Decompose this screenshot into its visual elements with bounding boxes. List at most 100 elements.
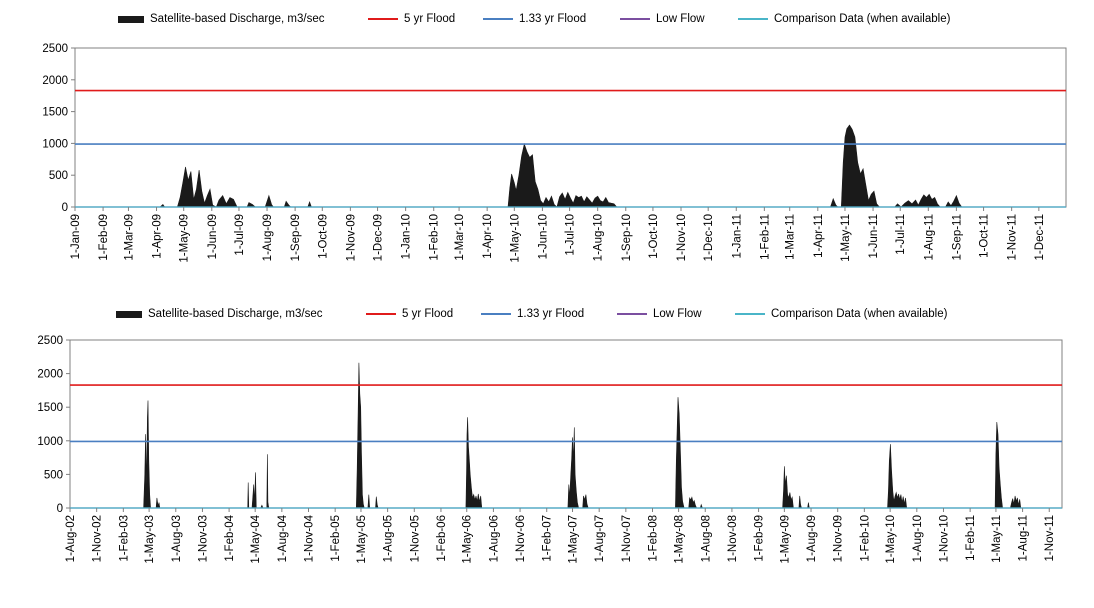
y-tick-label: 2500 <box>42 43 68 55</box>
discharge-chart-2002-2011: 0 500 1000 1500 2000 2500 1-Aug-02 1-Nov-02 1-Fe… <box>37 335 1063 564</box>
plot-area <box>74 47 1067 208</box>
x-tick-label: 1-Dec-09 <box>373 214 385 261</box>
x-tick-label: 1-Oct-10 <box>648 214 660 259</box>
x-tick-label: 1-Feb-08 <box>648 515 660 562</box>
legend-item-comparison: Comparison Data (when available) <box>738 9 950 29</box>
y-tick-label: 1000 <box>37 436 63 448</box>
legend-label-comparison: Comparison Data (when available) <box>771 308 948 320</box>
x-tick-label: 1-Nov-04 <box>304 514 316 562</box>
x-tick-label: 1-Aug-05 <box>383 515 395 562</box>
x-tick-label: 1-Jul-11 <box>895 214 907 255</box>
legend-label-133yr-flood: 1.33 yr Flood <box>517 308 585 320</box>
x-tick-label: 1-Aug-09 <box>262 214 274 261</box>
legend-swatch-discharge <box>118 15 144 23</box>
x-tick-label: 1-Sep-09 <box>290 214 302 261</box>
x-tick-label: 1-Oct-11 <box>979 214 991 258</box>
x-tick-label: 1-Nov-11 <box>1007 214 1019 260</box>
x-tick-label: 1-Mar-09 <box>123 214 135 261</box>
y-tick-label: 2000 <box>37 369 63 381</box>
legend-swatch-comparison <box>735 313 765 315</box>
x-tick-label: 1-Aug-03 <box>171 515 183 562</box>
x-tick-label: 1-Jul-09 <box>234 214 246 256</box>
legend-item-low-flow: Low Flow <box>617 304 702 324</box>
y-tick-label: 0 <box>62 202 68 214</box>
x-tick-label: 1-May-08 <box>674 515 686 564</box>
x-tick-label: 1-Sep-11 <box>951 214 963 260</box>
y-tick-label: 1000 <box>42 138 68 150</box>
x-tick-label: 1-Aug-09 <box>806 515 818 562</box>
legend-swatch-5yr-flood <box>366 313 396 315</box>
x-tick-label: 1-Oct-09 <box>317 214 329 259</box>
x-tick-label: 1-May-09 <box>179 214 191 263</box>
x-tick-label: 1-Apr-11 <box>813 214 825 258</box>
x-tick-label: 1-May-10 <box>885 515 897 564</box>
x-tick-label: 1-Feb-05 <box>330 515 342 562</box>
legend-label-133yr-flood: 1.33 yr Flood <box>519 13 587 25</box>
x-tick-label: 1-Feb-06 <box>436 515 448 562</box>
legend-label-discharge: Satellite-based Discharge, m3/sec <box>150 13 325 25</box>
legend-label-discharge: Satellite-based Discharge, m3/sec <box>148 308 323 320</box>
x-tick-label: 1-Aug-11 <box>1018 515 1030 561</box>
legend-item-133yr-flood: 1.33 yr Flood <box>481 304 584 324</box>
x-tick-label: 1-Feb-11 <box>759 214 771 260</box>
x-tick-label: 1-Nov-07 <box>621 515 633 562</box>
x-tick-label: 1-Aug-08 <box>700 515 712 562</box>
x-tick-label: 1-May-10 <box>509 214 521 263</box>
x-tick-label: 1-Nov-06 <box>515 515 527 562</box>
legend-label-5yr-flood: 5 yr Flood <box>404 13 456 25</box>
x-tick-label: 1-Nov-03 <box>197 515 209 562</box>
x-tick-label: 1-May-05 <box>356 515 368 564</box>
legend-swatch-133yr-flood <box>481 313 511 315</box>
x-tick-label: 1-Nov-09 <box>833 515 845 562</box>
x-tick-label: 1-Feb-09 <box>98 214 110 261</box>
x-tick-label: 1-May-06 <box>462 515 474 564</box>
x-tick-label: 1-Jun-10 <box>537 214 549 259</box>
x-tick-label: 1-Feb-10 <box>429 214 441 261</box>
x-tick-label: 1-Nov-02 <box>92 515 104 562</box>
x-tick-label: 1-Feb-03 <box>118 515 130 562</box>
discharge-chart-2009-2011: 0 500 1000 1500 2000 2500 1-Jan-09 1-Feb-09 1-Ma… <box>42 43 1067 263</box>
x-tick-label: 1-Feb-07 <box>542 515 554 562</box>
x-tick-label: 1-Feb-11 <box>965 515 977 561</box>
y-tick-label: 500 <box>44 469 63 481</box>
x-tick-label: 1-Aug-06 <box>488 515 500 562</box>
y-tick-label: 2000 <box>42 75 68 87</box>
y-tick-label: 1500 <box>42 107 68 119</box>
legend-swatch-5yr-flood <box>368 18 398 20</box>
x-tick-label: 1-Nov-08 <box>727 515 739 562</box>
legend-label-low-flow: Low Flow <box>656 13 705 25</box>
chart-panel-top: Satellite-based Discharge, m3/sec 5 yr F… <box>0 0 1094 300</box>
y-tick-label: 2500 <box>37 335 63 347</box>
x-tick-label: 1-Mar-11 <box>785 214 797 260</box>
x-tick-label: 1-Jan-09 <box>70 214 82 259</box>
chart-legend: Satellite-based Discharge, m3/sec 5 yr F… <box>0 9 1094 29</box>
x-tick-label: 1-May-09 <box>779 515 791 564</box>
legend-item-5yr-flood: 5 yr Flood <box>366 304 453 324</box>
x-tick-label: 1-Jan-11 <box>731 214 743 259</box>
x-tick-label: 1-Nov-11 <box>1044 515 1056 561</box>
x-tick-label: 1-May-11 <box>991 515 1003 563</box>
legend-item-discharge: Satellite-based Discharge, m3/sec <box>116 304 323 324</box>
legend-item-discharge: Satellite-based Discharge, m3/sec <box>118 9 325 29</box>
x-tick-label: 1-May-07 <box>568 515 580 564</box>
x-tick-label: 1-Aug-04 <box>277 514 289 562</box>
y-tick-label: 0 <box>57 503 63 515</box>
x-tick-label: 1-Jun-11 <box>868 214 880 259</box>
x-tick-label: 1-Jul-10 <box>565 214 577 256</box>
x-tick-label: 1-Nov-10 <box>676 214 688 261</box>
legend-swatch-comparison <box>738 18 768 20</box>
x-tick-label: 1-Feb-09 <box>754 515 766 562</box>
x-tick-label: 1-Apr-10 <box>482 214 494 259</box>
legend-swatch-low-flow <box>620 18 650 20</box>
legend-item-5yr-flood: 5 yr Flood <box>368 9 455 29</box>
x-tick-label: 1-Aug-10 <box>593 214 605 261</box>
x-tick-label: 1-Feb-10 <box>859 515 871 562</box>
y-tick-label: 1500 <box>37 402 63 414</box>
y-tick-label: 500 <box>49 170 68 182</box>
x-tick-label: 1-Nov-09 <box>345 214 357 261</box>
plot-area <box>69 339 1063 509</box>
legend-label-low-flow: Low Flow <box>653 308 702 320</box>
chart-legend: Satellite-based Discharge, m3/sec 5 yr F… <box>0 304 1094 324</box>
x-tick-label: 1-Nov-05 <box>409 515 421 562</box>
x-tick-label: 1-Aug-10 <box>912 515 924 562</box>
